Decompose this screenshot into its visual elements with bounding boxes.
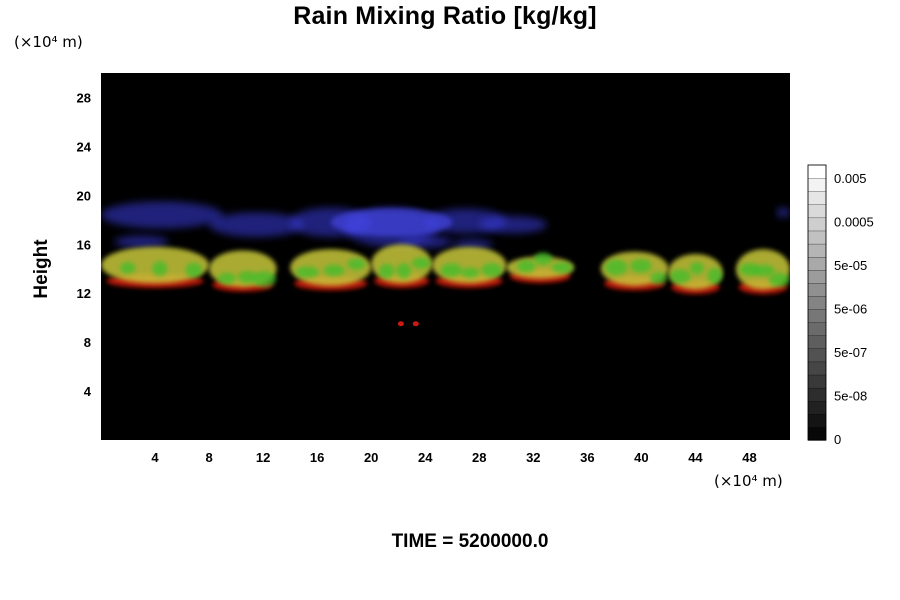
colorbar-segment — [807, 308, 827, 323]
green-cloud-patch — [396, 263, 412, 279]
cloud-layer — [101, 201, 790, 327]
green-cloud-patch — [481, 263, 503, 277]
green-cloud-patch — [152, 261, 168, 277]
green-cloud-patch — [630, 258, 652, 273]
chart-title: Rain Mixing Ratio [kg/kg] — [293, 2, 597, 30]
green-cloud-patch — [768, 272, 790, 288]
y-axis-unit: (×10⁴ m) — [14, 33, 83, 51]
colorbar-segment — [807, 282, 827, 297]
green-cloud-patch — [689, 262, 704, 275]
colorbar-segment — [807, 243, 827, 258]
colorbar-segment — [807, 335, 827, 349]
colorbar-label: 5e-05 — [834, 258, 867, 273]
colorbar-segment — [807, 426, 827, 441]
x-tick-label: 32 — [526, 450, 540, 465]
colorbar-segment — [807, 191, 827, 205]
y-tick-group: 4 8 12 16 20 24 28 — [77, 90, 92, 399]
colorbar-segment — [807, 230, 827, 245]
green-cloud-patch — [378, 263, 395, 279]
x-tick-label: 48 — [742, 450, 756, 465]
blue-cloud-blob — [209, 212, 304, 237]
colorbar-label: 0.0005 — [834, 215, 874, 230]
colorbar-segment — [807, 348, 827, 363]
colorbar-segment — [807, 217, 827, 232]
green-cloud-patch — [185, 262, 203, 278]
colorbar-segment — [807, 164, 827, 179]
colorbar-segment — [807, 400, 827, 415]
colorbar-segment — [807, 374, 827, 389]
green-cloud-patch — [533, 252, 553, 266]
blue-cloud-core — [330, 208, 453, 237]
red-dot — [397, 321, 404, 327]
green-cloud-patch — [669, 269, 691, 284]
y-tick-label: 28 — [77, 90, 91, 105]
y-tick-label: 24 — [77, 139, 92, 154]
y-tick-label: 4 — [84, 384, 92, 399]
green-cloud-patch — [517, 259, 536, 273]
x-tick-label: 12 — [256, 450, 270, 465]
colorbar-segment — [807, 413, 827, 428]
green-cloud-patch — [752, 264, 776, 277]
x-tick-label: 36 — [580, 450, 594, 465]
blue-cloud-blob — [398, 235, 453, 248]
green-cloud-patch — [295, 266, 320, 278]
green-cloud-patch — [551, 262, 573, 274]
colorbar-label: 0.005 — [834, 171, 867, 186]
x-tick-label: 44 — [688, 450, 703, 465]
x-tick-label: 20 — [364, 450, 378, 465]
blue-cloud-blob — [101, 201, 223, 229]
y-tick-label: 20 — [77, 188, 91, 203]
x-axis-unit: (×10⁴ m) — [714, 472, 783, 490]
colorbar-label: 5e-07 — [834, 345, 867, 360]
green-cloud-patch — [323, 264, 345, 277]
blue-cloud-blob — [452, 239, 493, 250]
colorbar-segment — [807, 204, 827, 219]
green-cloud-patch — [237, 270, 258, 284]
green-cloud-patch — [650, 272, 668, 285]
colorbar-segment — [807, 321, 827, 336]
green-cloud-patch — [604, 259, 628, 276]
green-cloud-patch — [707, 267, 723, 284]
colorbar-segment — [807, 269, 827, 284]
colorbar-segment — [807, 295, 827, 310]
blue-cloud-blob — [776, 207, 790, 218]
x-tick-label: 28 — [472, 450, 486, 465]
colorbar-label: 0 — [834, 432, 841, 447]
x-tick-group: 4 8 12 16 20 24 28 32 36 40 44 48 — [151, 450, 756, 465]
colorbar-segment — [807, 361, 827, 376]
green-cloud-patch — [217, 272, 237, 285]
colorbar-label: 5e-08 — [834, 389, 867, 404]
x-tick-label: 4 — [151, 450, 159, 465]
green-cloud-patch — [252, 271, 277, 287]
green-cloud-patch — [440, 263, 463, 278]
colorbar: 0.005 0.0005 5e-05 5e-06 5e-07 5e-08 0 — [807, 164, 874, 447]
blue-cloud-blob — [479, 216, 547, 234]
x-tick-label: 8 — [205, 450, 212, 465]
x-tick-label: 16 — [310, 450, 324, 465]
green-cloud-patch — [411, 257, 431, 269]
green-cloud-patch — [460, 267, 480, 279]
green-cloud-patch — [120, 262, 136, 274]
time-label: TIME = 5200000.0 — [391, 531, 549, 552]
x-tick-label: 40 — [634, 450, 648, 465]
colorbar-segment — [807, 256, 827, 271]
y-tick-label: 12 — [77, 286, 91, 301]
colorbar-segment — [807, 387, 827, 402]
x-tick-label: 24 — [418, 450, 433, 465]
green-cloud-patch — [347, 258, 366, 270]
blue-cloud-blob — [114, 235, 169, 248]
y-tick-label: 8 — [84, 335, 91, 350]
colorbar-segment — [807, 177, 827, 192]
y-tick-label: 16 — [77, 237, 91, 252]
red-dot — [412, 321, 419, 327]
colorbar-label: 5e-06 — [834, 302, 867, 317]
